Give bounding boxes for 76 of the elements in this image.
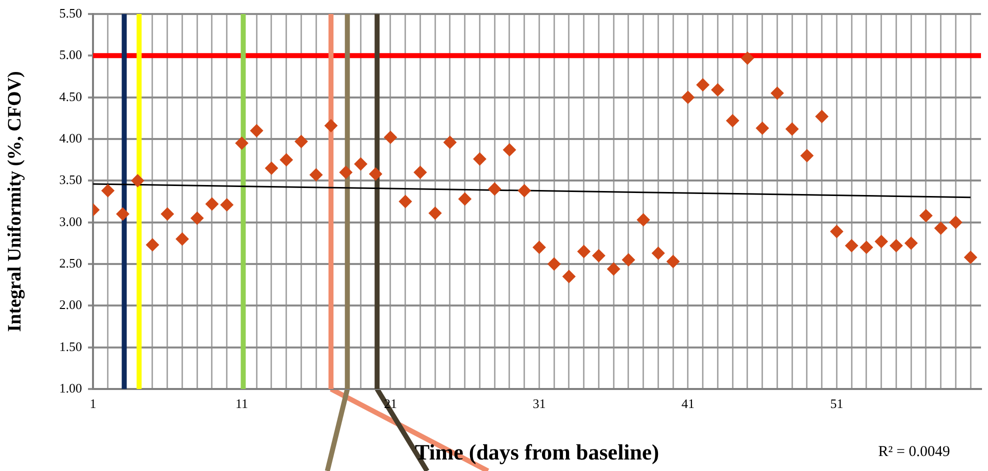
point — [369, 168, 382, 180]
point — [384, 130, 397, 144]
point — [666, 255, 680, 268]
point — [414, 166, 427, 179]
point — [176, 232, 189, 246]
point — [577, 245, 590, 258]
point — [324, 119, 338, 132]
y-tick-label: 3.00 — [59, 214, 82, 229]
y-tick-label: 2.00 — [59, 297, 82, 312]
point — [264, 162, 278, 175]
point — [696, 78, 710, 92]
point — [339, 166, 352, 179]
point — [488, 182, 502, 196]
point — [146, 238, 159, 252]
point — [860, 240, 873, 254]
point — [681, 90, 694, 104]
point — [934, 222, 948, 235]
point — [428, 206, 442, 220]
y-axis-title: Integral Uniformity (%, CFOV) — [4, 71, 26, 332]
point — [830, 225, 844, 238]
point — [502, 143, 516, 156]
point — [310, 168, 323, 182]
y-tick-label: 1.00 — [59, 380, 82, 396]
point — [280, 153, 293, 166]
point — [131, 174, 144, 188]
point — [904, 236, 918, 250]
point — [220, 198, 234, 212]
point — [473, 152, 486, 166]
point — [518, 184, 531, 198]
point — [874, 235, 888, 248]
x-tick-label: 11 — [235, 396, 248, 412]
x-tick-label: 1 — [90, 396, 96, 412]
point — [815, 110, 828, 123]
point — [786, 122, 799, 136]
y-tick-label: 4.50 — [59, 88, 82, 104]
x-tick-label: 31 — [532, 396, 546, 412]
point — [562, 270, 576, 283]
point — [726, 114, 740, 128]
text: R² = 0.0049 — [878, 444, 950, 460]
point — [622, 253, 635, 266]
point — [949, 216, 962, 229]
point — [443, 136, 456, 149]
point — [636, 213, 650, 226]
point — [101, 184, 114, 198]
point — [711, 83, 724, 96]
point — [964, 250, 978, 264]
point — [890, 239, 903, 252]
y-tick-label: 2.50 — [59, 255, 82, 270]
point — [235, 136, 248, 150]
y-tick-label: 1.50 — [59, 338, 82, 354]
point — [756, 122, 769, 135]
point — [607, 262, 620, 276]
y-tick-label: 3.50 — [59, 172, 82, 188]
point — [919, 209, 932, 222]
point — [294, 135, 308, 148]
x-tick-label: 41 — [681, 396, 694, 412]
point — [250, 124, 264, 138]
point — [205, 198, 218, 210]
point — [740, 52, 754, 65]
point — [116, 208, 130, 220]
point — [652, 246, 665, 260]
point — [458, 192, 472, 206]
point — [398, 195, 412, 208]
y-tick-label: 5.00 — [59, 47, 82, 62]
point — [160, 208, 174, 220]
y-tick-label: 5.50 — [59, 5, 82, 20]
point — [354, 158, 368, 170]
point — [532, 240, 546, 254]
point — [592, 249, 606, 262]
point — [800, 149, 814, 162]
point — [770, 86, 784, 100]
x-tick-label: 51 — [830, 396, 844, 412]
point — [548, 258, 561, 270]
point — [845, 239, 858, 252]
y-tick-label: 4.00 — [59, 130, 82, 146]
point — [190, 212, 204, 225]
